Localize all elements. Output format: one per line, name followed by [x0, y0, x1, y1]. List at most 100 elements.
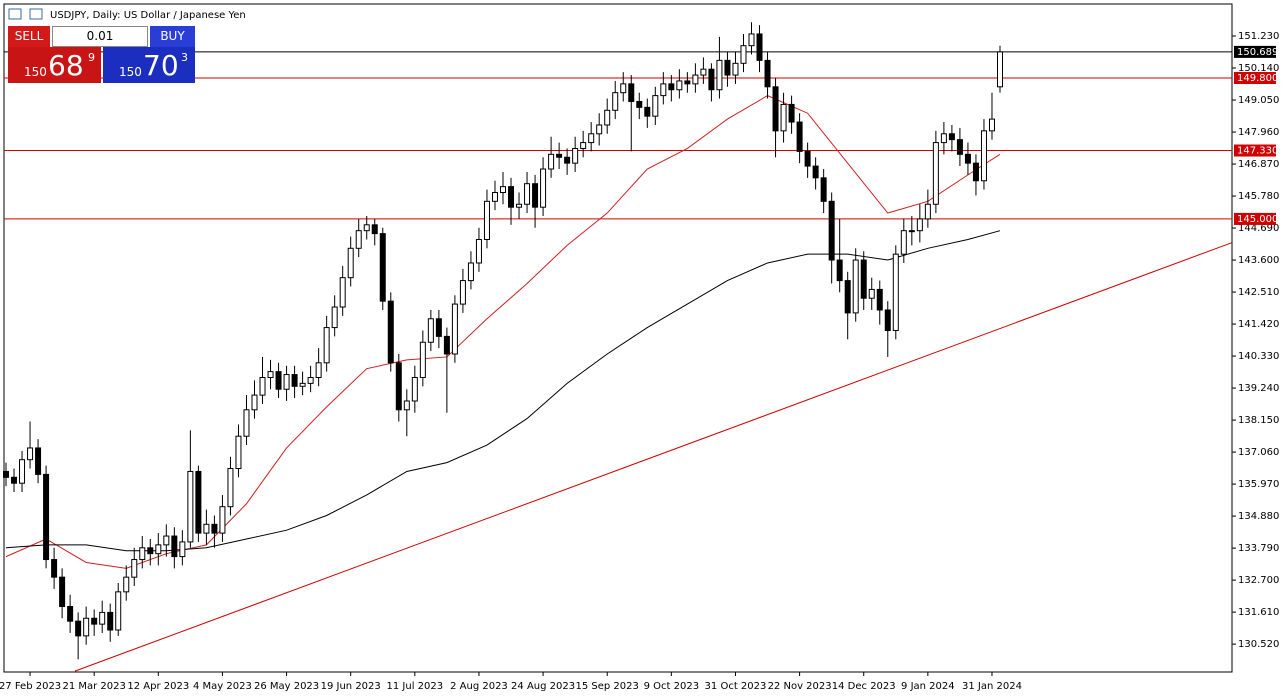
x-tick-label: 19 Jun 2023 — [321, 681, 381, 692]
candle-body — [988, 118, 995, 132]
candle-body — [580, 142, 587, 149]
bid-main: 68 — [48, 49, 84, 82]
y-tick-label: 140.330 — [1238, 351, 1279, 362]
x-tick-label: 9 Jan 2024 — [901, 681, 955, 692]
candle-body — [556, 153, 563, 158]
candle-body — [876, 288, 883, 311]
x-tick-label: 15 Sep 2023 — [576, 681, 639, 692]
candle-body — [227, 468, 234, 508]
candle-body — [716, 59, 723, 91]
candle-body — [932, 142, 939, 205]
candle-body — [107, 611, 114, 631]
candle-body — [387, 300, 394, 364]
y-tick-label: 133.790 — [1238, 543, 1279, 554]
candle-body — [3, 470, 9, 478]
candle-body — [500, 186, 506, 194]
candle-body — [403, 400, 410, 411]
y-tick-label: 141.420 — [1238, 319, 1279, 330]
candle-body — [339, 277, 346, 308]
price-label: 145.000 — [1237, 214, 1278, 225]
candle-body — [780, 103, 787, 132]
candle-body — [956, 139, 963, 155]
candle-body — [940, 133, 947, 144]
y-tick-label: 149.050 — [1238, 95, 1279, 106]
candle-body — [972, 162, 979, 182]
candle-body — [371, 224, 378, 235]
candle-body — [195, 470, 202, 534]
price-label: 150.689 — [1237, 47, 1278, 58]
y-tick-label: 134.880 — [1238, 511, 1279, 522]
candle-body — [59, 576, 66, 608]
candle-body — [852, 259, 859, 314]
candle-body — [395, 362, 402, 411]
candle-body — [692, 74, 699, 85]
bid-big: 150 — [24, 65, 47, 79]
candle-body — [483, 200, 490, 240]
candle-body — [203, 523, 210, 534]
candle-body — [355, 230, 362, 249]
x-tick-label: 27 Feb 2023 — [0, 681, 61, 692]
candle-body — [99, 611, 106, 625]
candle-body — [91, 617, 98, 625]
bid-box[interactable]: 150 68 9 — [8, 47, 101, 83]
candle-body — [508, 186, 515, 208]
candle-body — [67, 606, 74, 622]
candle-body — [75, 620, 82, 637]
x-tick-label: 14 Dec 2023 — [832, 681, 896, 692]
ask-box[interactable]: 150 70 3 — [103, 47, 195, 83]
lot-input[interactable]: 0.01 — [52, 26, 148, 47]
candle-body — [163, 535, 170, 546]
candle-body — [548, 153, 555, 170]
candle-body — [732, 62, 739, 76]
sell-button[interactable]: SELL — [8, 26, 50, 47]
y-tick-label: 143.600 — [1238, 255, 1279, 266]
candle-body — [171, 535, 178, 558]
candle-body — [155, 544, 162, 555]
candle-body — [884, 309, 891, 332]
candle-body — [916, 218, 923, 232]
candle-body — [299, 382, 306, 387]
candle-body — [331, 306, 338, 329]
candle-body — [628, 83, 635, 102]
candle-body — [347, 247, 354, 279]
candle-body — [11, 476, 18, 484]
candle-body — [83, 617, 90, 637]
candle-body — [532, 183, 539, 208]
candle-body — [908, 230, 915, 233]
candle-body — [491, 192, 498, 202]
candle-body — [612, 92, 619, 111]
candle-body — [419, 341, 426, 378]
candle-body — [147, 547, 154, 555]
candle-body — [251, 394, 258, 411]
candle-body — [139, 547, 146, 561]
candle-body — [443, 335, 450, 355]
y-tick-label: 151.230 — [1238, 31, 1279, 42]
candle-body — [724, 59, 731, 76]
y-tick-label: 142.510 — [1238, 287, 1279, 298]
chart-icon — [8, 8, 22, 20]
x-tick-label: 22 Nov 2023 — [768, 681, 832, 692]
trendline — [74, 242, 1232, 672]
candle-body — [475, 238, 482, 264]
buy-button[interactable]: BUY — [150, 26, 195, 47]
candle-body — [868, 288, 875, 299]
candle-body — [123, 576, 130, 593]
candle-body — [27, 447, 34, 461]
candle-body — [948, 133, 955, 141]
price-label-box — [1234, 144, 1276, 157]
y-tick-label: 132.700 — [1238, 575, 1279, 586]
candle-body — [564, 156, 571, 164]
candle-body — [427, 318, 434, 343]
y-tick-label: 135.970 — [1238, 479, 1279, 490]
candle-body — [259, 376, 266, 396]
candle-body — [131, 559, 138, 578]
candle-body — [804, 150, 811, 167]
candle-body — [572, 147, 579, 164]
candle-body — [219, 506, 226, 534]
candle-body — [307, 376, 314, 384]
y-tick-label: 144.690 — [1238, 223, 1279, 234]
candle-body — [588, 133, 595, 144]
candle-body — [411, 376, 418, 402]
